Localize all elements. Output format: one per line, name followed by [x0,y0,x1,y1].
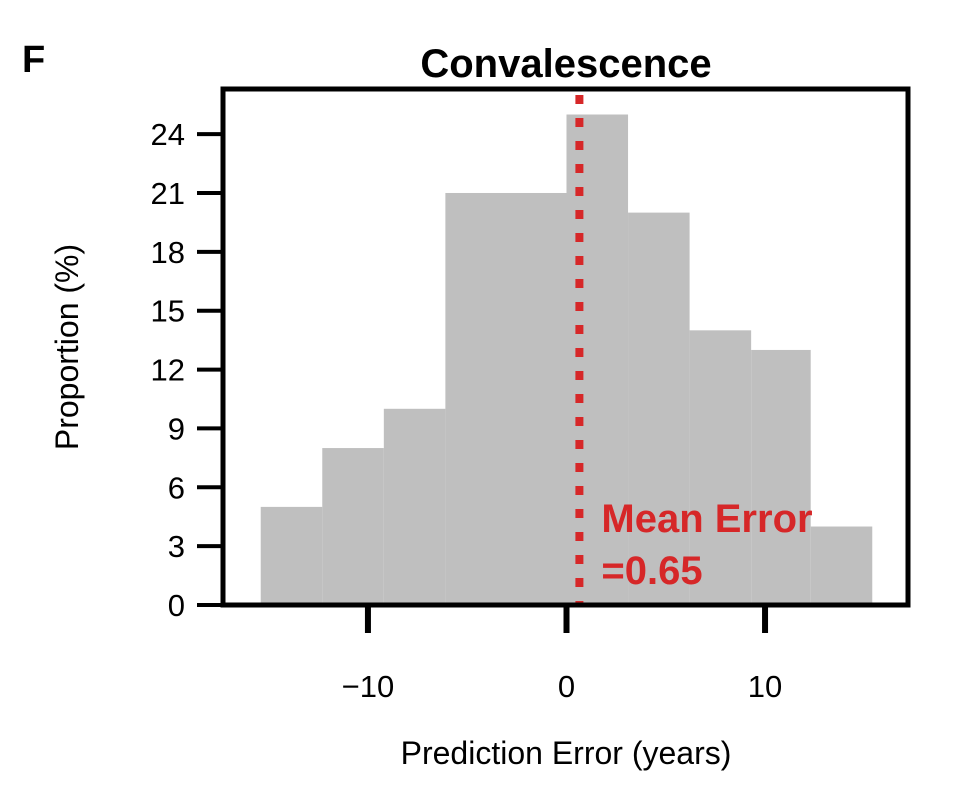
histogram-bar-1 [322,448,384,605]
y-axis: 0 3 6 9 12 15 18 21 24 [151,117,223,623]
chart-title: Convalescence [420,42,711,86]
y-tick-label: 9 [168,411,185,446]
histogram-bar-8 [810,526,873,605]
histogram-bar-4 [566,114,629,605]
bars-layer [260,114,873,606]
y-axis-label: Proportion (%) [49,244,85,450]
y-tick-label: 24 [151,117,185,152]
histogram-bar-3 [445,192,567,605]
y-tick-label: 21 [151,176,185,211]
x-axis: −10 0 10 [342,605,782,704]
histogram-bar-6 [689,330,752,605]
mean-error-label-line2: =0.65 [601,549,702,593]
x-axis-label: Prediction Error (years) [401,735,732,771]
y-tick-label: 6 [168,470,185,505]
histogram-bar-0 [260,506,323,605]
histogram-bar-7 [751,349,811,605]
y-tick-label: 0 [168,588,185,623]
y-tick-label: 3 [168,529,185,564]
histogram-bar-2 [383,408,446,605]
x-tick-label: −10 [342,669,395,704]
x-tick-label: 0 [558,669,575,704]
mean-error-label-line1: Mean Error [601,497,812,541]
y-tick-label: 15 [151,294,185,329]
panel-label: F [22,39,45,81]
x-tick-label: 10 [748,669,782,704]
histogram-bar-5 [628,212,690,606]
y-tick-label: 12 [151,353,185,388]
y-tick-label: 18 [151,235,185,270]
